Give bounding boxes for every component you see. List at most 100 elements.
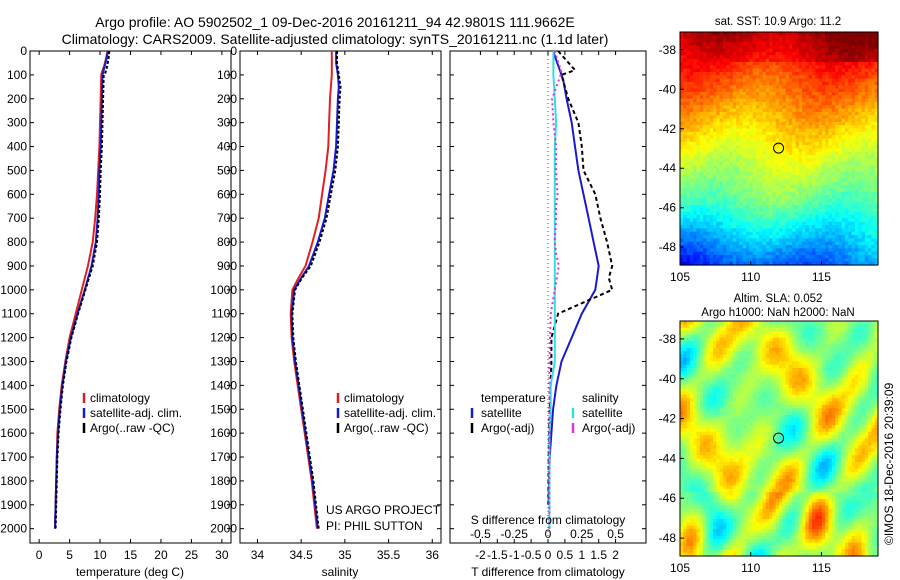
sst-cell <box>828 145 833 150</box>
sst-cell <box>851 115 856 120</box>
sst-cell <box>716 141 721 146</box>
sst-cell <box>779 32 783 36</box>
sst-cell <box>792 88 797 93</box>
sst-cell <box>851 55 856 60</box>
sst-cell <box>742 248 747 253</box>
sst-cell <box>709 121 714 126</box>
sst-cell <box>769 108 773 113</box>
sst-cell <box>838 188 843 193</box>
sla-cell <box>765 344 770 349</box>
sst-cell <box>732 111 737 116</box>
sla-cell <box>779 344 783 349</box>
sst-cell <box>805 71 810 76</box>
sst-cell <box>828 178 833 183</box>
sst-cell <box>749 48 754 53</box>
sst-cell <box>703 165 707 170</box>
sst-cell <box>795 258 800 263</box>
sst-cell <box>729 121 734 126</box>
sst-cell <box>864 215 869 219</box>
sst-cell <box>868 118 872 123</box>
sst-cell <box>713 231 717 236</box>
p1-depth-tick-label: 500 <box>7 163 27 177</box>
sst-cell <box>699 195 704 200</box>
sst-cell <box>779 261 783 266</box>
sst-cell <box>788 238 793 243</box>
sst-cell <box>732 135 737 140</box>
sla-cell <box>818 341 823 346</box>
sst-cell <box>792 135 797 140</box>
sst-cell <box>689 181 694 186</box>
sst-cell <box>864 101 869 106</box>
sst-cell <box>795 45 800 50</box>
sst-cell <box>845 45 849 50</box>
sst-cell <box>795 198 800 203</box>
sst-cell <box>815 32 820 36</box>
sst-cell <box>795 108 800 113</box>
sst-cell <box>815 115 820 120</box>
sst-cell <box>828 91 833 96</box>
sst-cell <box>759 41 764 46</box>
sst-cell <box>746 91 750 96</box>
sst-cell <box>732 235 737 239</box>
sst-cell <box>716 95 721 100</box>
sst-cell <box>722 45 727 50</box>
sst-cell <box>736 118 740 123</box>
sst-cell <box>861 81 866 86</box>
sla-cell <box>722 321 727 325</box>
sst-cell <box>706 61 711 66</box>
sst-cell <box>792 195 797 200</box>
sst-cell <box>746 161 750 166</box>
sst-cell <box>874 225 879 229</box>
sst-cell <box>805 201 810 206</box>
sst-cell <box>858 148 863 153</box>
sst-cell <box>729 211 734 216</box>
sst-cell <box>779 148 783 153</box>
sst-cell <box>746 181 750 186</box>
sst-cell <box>752 151 757 156</box>
sst-cell <box>835 161 839 166</box>
sst-cell <box>686 105 691 110</box>
sst-cell <box>752 215 757 219</box>
sst-cell <box>825 148 830 153</box>
sst-cell <box>775 125 780 130</box>
sst-cell <box>788 141 793 146</box>
sst-cell <box>686 35 691 40</box>
sst-cell <box>746 38 750 43</box>
sla-cell <box>802 321 806 325</box>
sst-cell <box>680 181 684 186</box>
sst-cell <box>693 75 698 80</box>
sst-cell <box>818 238 823 243</box>
sst-cell <box>736 138 740 143</box>
sst-cell <box>779 181 783 186</box>
sla-cell <box>821 321 826 325</box>
sst-cell <box>746 51 750 56</box>
sst-cell <box>818 101 823 106</box>
sst-cell <box>845 85 849 90</box>
sla-cell <box>680 331 684 336</box>
sst-cell <box>706 181 711 186</box>
sst-cell <box>828 171 833 176</box>
sst-cell <box>871 171 876 176</box>
sst-cell <box>805 121 810 126</box>
sst-cell <box>854 65 859 70</box>
sst-cell <box>871 231 876 236</box>
sst-cell <box>802 221 806 226</box>
sst-cell <box>742 138 747 143</box>
sst-cell <box>693 128 698 133</box>
sst-cell <box>808 151 813 156</box>
sst-cell <box>812 65 816 70</box>
sst-cell <box>749 91 754 96</box>
sst-cell <box>785 105 790 110</box>
sst-cell <box>868 98 872 103</box>
sst-cell <box>775 178 780 183</box>
sst-cell <box>713 198 717 203</box>
sst-cell <box>825 198 830 203</box>
sst-cell <box>792 138 797 143</box>
sst-cell <box>729 61 734 66</box>
salinity-annotation-project: US ARGO PROJECT <box>326 503 441 517</box>
sst-cell <box>864 205 869 210</box>
sla-cell <box>871 327 876 332</box>
sla-cell <box>716 337 721 342</box>
sst-cell <box>709 101 714 106</box>
sst-map-title: sat. SST: 10.9 Argo: 11.2 <box>715 16 841 28</box>
